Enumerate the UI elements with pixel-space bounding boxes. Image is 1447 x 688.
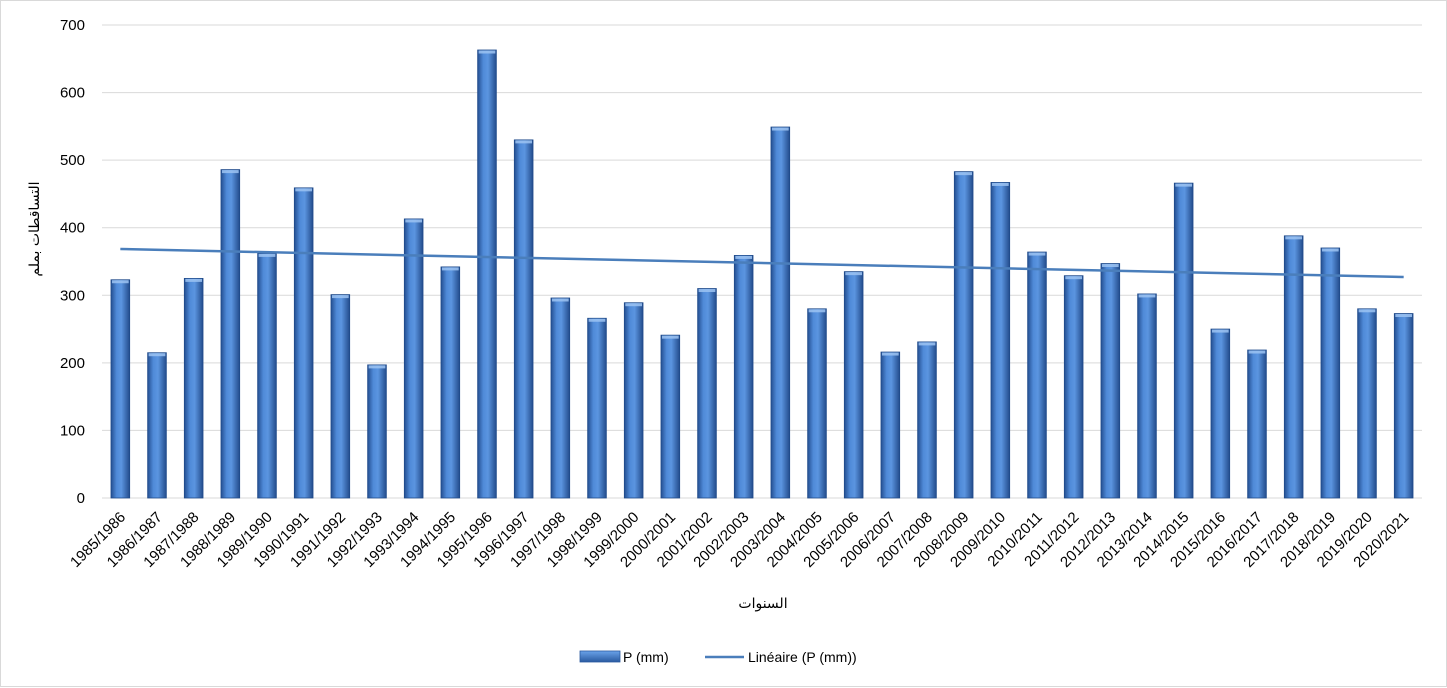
bar-highlight bbox=[295, 188, 313, 192]
y-tick-label: 0 bbox=[77, 490, 85, 507]
bar bbox=[293, 187, 314, 499]
legend: P (mm) Linéaire (P (mm)) bbox=[579, 649, 857, 665]
bar-highlight bbox=[661, 335, 679, 339]
bar-highlight bbox=[221, 170, 239, 174]
bar bbox=[843, 271, 864, 499]
bar-highlight bbox=[1175, 183, 1193, 187]
bar bbox=[953, 171, 974, 499]
bar bbox=[660, 334, 681, 499]
bar bbox=[697, 288, 717, 499]
bar-highlight bbox=[368, 365, 386, 369]
legend-swatch-bars bbox=[579, 650, 621, 663]
bar-highlight bbox=[1285, 236, 1303, 240]
bar-highlight bbox=[698, 289, 716, 293]
y-axis-title: التساقطات بملم bbox=[27, 181, 43, 276]
bar bbox=[1320, 247, 1341, 499]
bar bbox=[623, 302, 644, 499]
bar-highlight bbox=[1358, 309, 1376, 313]
bar bbox=[477, 49, 497, 499]
bars bbox=[110, 49, 1414, 499]
bar bbox=[807, 308, 827, 499]
trendline-layer bbox=[120, 247, 1404, 279]
bar-highlight bbox=[111, 280, 129, 284]
bar bbox=[110, 279, 131, 499]
bar bbox=[880, 351, 901, 499]
bar-highlight bbox=[258, 253, 276, 257]
bar bbox=[1393, 313, 1414, 499]
bar bbox=[990, 182, 1011, 499]
bar bbox=[330, 294, 351, 499]
bar-highlight bbox=[588, 318, 606, 322]
y-tick-label: 200 bbox=[60, 355, 85, 372]
x-axis-ticks: 1985/19861986/19871987/19881988/19891989… bbox=[67, 509, 1412, 571]
y-tick-label: 400 bbox=[60, 220, 85, 237]
y-tick-label: 100 bbox=[60, 422, 85, 439]
bar bbox=[917, 341, 937, 499]
y-tick-label: 300 bbox=[60, 287, 85, 304]
bar bbox=[440, 266, 461, 499]
bar-highlight bbox=[331, 295, 349, 299]
bar-highlight bbox=[185, 278, 203, 282]
legend-label-trendline: Linéaire (P (mm)) bbox=[748, 649, 857, 665]
bar bbox=[1247, 349, 1267, 499]
bar-highlight bbox=[441, 267, 459, 271]
y-tick-label: 600 bbox=[60, 85, 85, 102]
bar-highlight bbox=[1101, 264, 1119, 268]
bar bbox=[1210, 328, 1231, 499]
bar bbox=[1100, 263, 1121, 499]
bar bbox=[367, 364, 387, 499]
bar bbox=[550, 297, 571, 499]
y-axis-ticks: 0 100 200 300 400 500 600 700 bbox=[60, 17, 85, 507]
bar bbox=[587, 317, 607, 499]
bar-highlight bbox=[955, 172, 973, 176]
bar bbox=[1357, 308, 1377, 499]
bar-highlight bbox=[1248, 350, 1266, 354]
x-axis-title: السنوات bbox=[738, 596, 787, 612]
bar-highlight bbox=[918, 342, 936, 346]
bar-highlight bbox=[1065, 276, 1083, 280]
bar-highlight bbox=[771, 127, 789, 131]
bar-highlight bbox=[625, 303, 643, 307]
bar-highlight bbox=[1321, 248, 1339, 252]
bar bbox=[1027, 251, 1047, 499]
bar-highlight bbox=[1211, 329, 1229, 333]
bar-highlight bbox=[735, 255, 753, 259]
bar bbox=[1063, 275, 1084, 499]
bar bbox=[1173, 182, 1194, 499]
bar-highlight bbox=[551, 298, 569, 302]
y-tick-label: 700 bbox=[60, 17, 85, 34]
bar-highlight bbox=[845, 272, 863, 276]
bar bbox=[257, 252, 277, 499]
y-tick-label: 500 bbox=[60, 152, 85, 169]
bar bbox=[513, 139, 534, 499]
bar bbox=[1283, 235, 1304, 499]
bar bbox=[183, 277, 204, 499]
bar-highlight bbox=[1395, 314, 1413, 318]
bar-highlight bbox=[881, 352, 899, 356]
bar bbox=[770, 126, 791, 499]
bar bbox=[147, 352, 167, 499]
bar-highlight bbox=[515, 140, 533, 144]
bar bbox=[1137, 293, 1157, 499]
bar-highlight bbox=[808, 309, 826, 313]
legend-label-bars: P (mm) bbox=[623, 649, 669, 665]
bar-highlight bbox=[1138, 294, 1156, 298]
bar bbox=[403, 218, 424, 499]
bar bbox=[220, 169, 241, 499]
bar-highlight bbox=[148, 353, 166, 357]
gridlines bbox=[102, 24, 1422, 499]
bar-highlight bbox=[405, 219, 423, 223]
bar-highlight bbox=[991, 182, 1009, 186]
bar bbox=[733, 255, 754, 499]
trendline bbox=[120, 247, 1404, 279]
bar-highlight bbox=[1028, 252, 1046, 256]
bar-highlight bbox=[478, 50, 496, 54]
